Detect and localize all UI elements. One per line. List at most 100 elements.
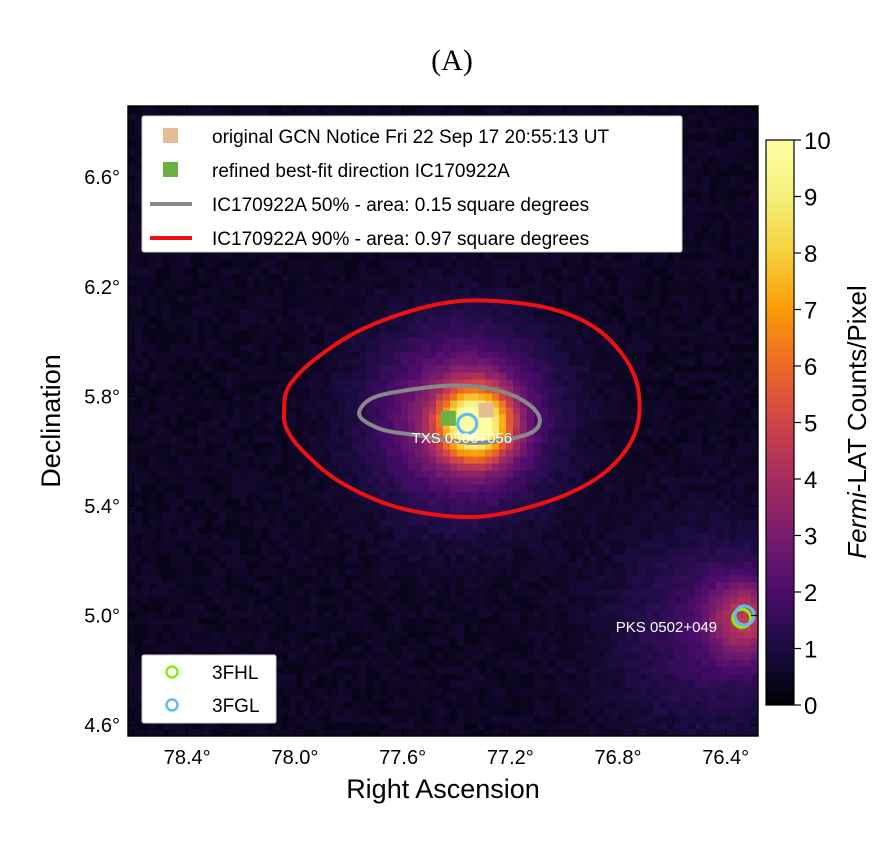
heatmap-cell bbox=[205, 337, 213, 345]
heatmap-cell bbox=[135, 218, 143, 226]
heatmap-cell bbox=[163, 519, 171, 527]
heatmap-cell bbox=[457, 365, 465, 373]
heatmap-cell bbox=[436, 288, 444, 296]
heatmap-cell bbox=[373, 554, 381, 562]
heatmap-cell bbox=[492, 491, 500, 499]
heatmap-cell bbox=[226, 638, 234, 646]
heatmap-cell bbox=[450, 596, 458, 604]
heatmap-cell bbox=[338, 694, 346, 702]
heatmap-cell bbox=[128, 617, 136, 625]
heatmap-cell bbox=[205, 729, 213, 736]
heatmap-cell bbox=[163, 372, 171, 380]
heatmap-cell bbox=[443, 659, 451, 667]
heatmap-cell bbox=[324, 281, 332, 289]
heatmap-cell bbox=[373, 680, 381, 688]
heatmap-cell bbox=[163, 435, 171, 443]
heatmap-cell bbox=[282, 554, 290, 562]
heatmap-cell bbox=[184, 568, 192, 576]
heatmap-cell bbox=[492, 260, 500, 268]
heatmap-cell bbox=[499, 309, 507, 317]
heatmap-cell bbox=[233, 456, 241, 464]
heatmap-cell bbox=[513, 603, 521, 611]
heatmap-cell bbox=[352, 477, 360, 485]
heatmap-cell bbox=[191, 372, 199, 380]
heatmap-cell bbox=[338, 274, 346, 282]
heatmap-cell bbox=[380, 274, 388, 282]
heatmap-cell bbox=[198, 330, 206, 338]
heatmap-cell bbox=[191, 281, 199, 289]
heatmap-cell bbox=[457, 309, 465, 317]
heatmap-cell bbox=[387, 386, 395, 394]
heatmap-cell bbox=[219, 106, 227, 114]
heatmap-cell bbox=[492, 463, 500, 471]
heatmap-cell bbox=[128, 407, 136, 415]
heatmap-cell bbox=[471, 582, 479, 590]
heatmap-cell bbox=[233, 512, 241, 520]
heatmap-cell bbox=[324, 582, 332, 590]
heatmap-cell bbox=[345, 596, 353, 604]
heatmap-cell bbox=[135, 554, 143, 562]
heatmap-cell bbox=[142, 407, 150, 415]
heatmap-cell bbox=[345, 477, 353, 485]
heatmap-cell bbox=[499, 645, 507, 653]
heatmap-cell bbox=[478, 708, 486, 716]
heatmap-cell bbox=[464, 645, 472, 653]
heatmap-cell bbox=[464, 673, 472, 681]
heatmap-cell bbox=[198, 106, 206, 114]
heatmap-cell bbox=[429, 442, 437, 450]
heatmap-cell bbox=[149, 428, 157, 436]
heatmap-cell bbox=[275, 295, 283, 303]
heatmap-cell bbox=[471, 435, 479, 443]
heatmap-cell bbox=[373, 652, 381, 660]
heatmap-cell bbox=[282, 260, 290, 268]
heatmap-cell bbox=[359, 722, 367, 730]
heatmap-cell bbox=[233, 414, 241, 422]
heatmap-cell bbox=[338, 288, 346, 296]
heatmap-cell bbox=[471, 722, 479, 730]
heatmap-cell bbox=[128, 246, 136, 254]
heatmap-cell bbox=[247, 519, 255, 527]
heatmap-cell bbox=[373, 344, 381, 352]
heatmap-cell bbox=[240, 386, 248, 394]
heatmap-cell bbox=[226, 722, 234, 730]
heatmap-cell bbox=[219, 638, 227, 646]
heatmap-cell bbox=[436, 561, 444, 569]
heatmap-cell bbox=[184, 617, 192, 625]
heatmap-cell bbox=[422, 617, 430, 625]
heatmap-cell bbox=[247, 379, 255, 387]
heatmap-cell bbox=[261, 288, 269, 296]
heatmap-cell bbox=[177, 386, 185, 394]
heatmap-cell bbox=[331, 386, 339, 394]
heatmap-cell bbox=[415, 722, 423, 730]
heatmap-cell bbox=[184, 554, 192, 562]
heatmap-cell bbox=[268, 344, 276, 352]
heatmap-cell bbox=[485, 638, 493, 646]
heatmap-cell bbox=[499, 379, 507, 387]
heatmap-cell bbox=[247, 624, 255, 632]
heatmap-cell bbox=[359, 505, 367, 513]
heatmap-cell bbox=[268, 421, 276, 429]
heatmap-cell bbox=[149, 386, 157, 394]
heatmap-cell bbox=[177, 722, 185, 730]
heatmap-cell bbox=[282, 505, 290, 513]
heatmap-cell bbox=[170, 477, 178, 485]
heatmap-cell bbox=[443, 708, 451, 716]
heatmap-cell bbox=[485, 554, 493, 562]
heatmap-cell bbox=[429, 547, 437, 555]
heatmap-cell bbox=[485, 393, 493, 401]
heatmap-cell bbox=[366, 358, 374, 366]
heatmap-cell bbox=[128, 582, 136, 590]
heatmap-cell bbox=[191, 617, 199, 625]
heatmap-cell bbox=[254, 267, 262, 275]
heatmap-cell bbox=[499, 568, 507, 576]
heatmap-cell bbox=[373, 729, 381, 736]
heatmap-cell bbox=[233, 267, 241, 275]
heatmap-cell bbox=[366, 589, 374, 597]
heatmap-cell bbox=[324, 309, 332, 317]
heatmap-cell bbox=[163, 337, 171, 345]
heatmap-cell bbox=[387, 631, 395, 639]
heatmap-cell bbox=[492, 687, 500, 695]
heatmap-cell bbox=[275, 330, 283, 338]
heatmap-cell bbox=[128, 722, 136, 730]
heatmap-cell bbox=[422, 393, 430, 401]
